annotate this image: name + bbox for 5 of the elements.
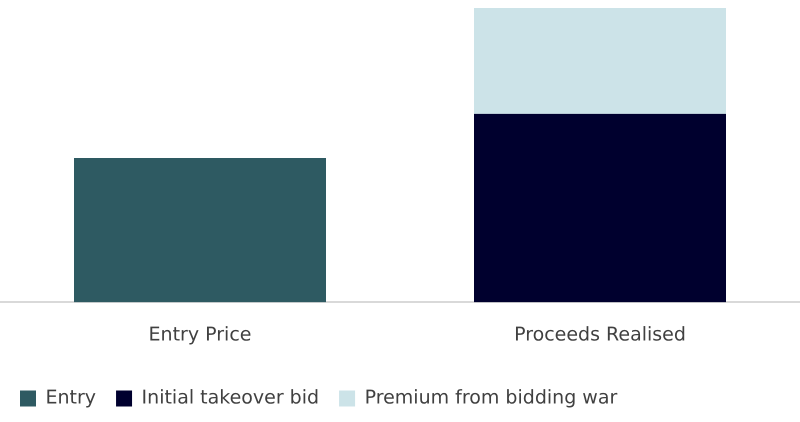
legend-label: Premium from bidding war bbox=[364, 386, 618, 408]
legend-label: Initial takeover bid bbox=[142, 386, 320, 408]
x-tick-label: Entry Price bbox=[148, 324, 252, 346]
legend-label: Entry bbox=[46, 386, 96, 408]
x-tick-label: Proceeds Realised bbox=[514, 324, 686, 346]
